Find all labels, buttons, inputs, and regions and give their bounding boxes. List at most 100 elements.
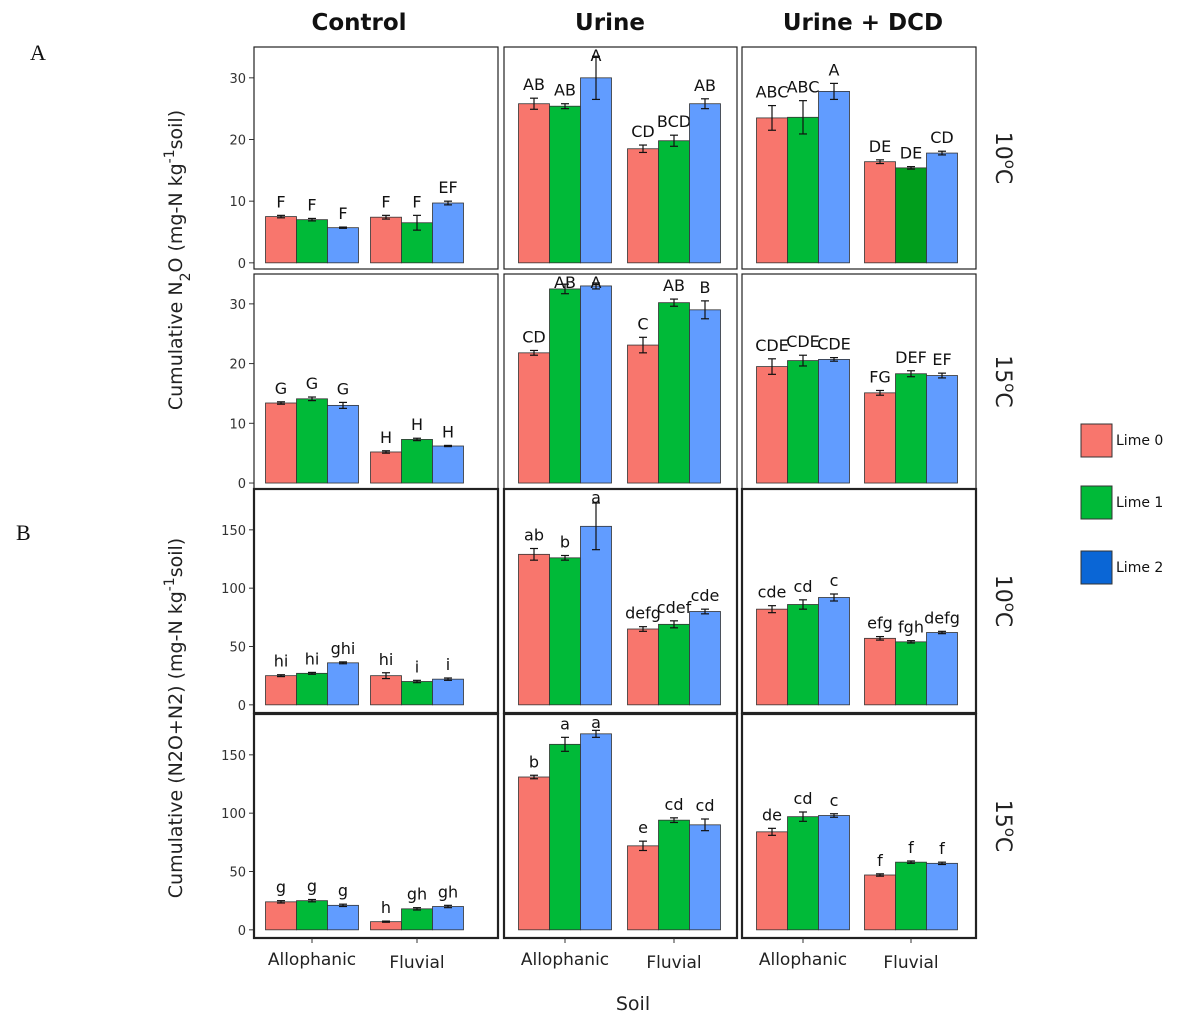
row-strip-number: 10 (990, 575, 1015, 603)
bar-b-r0-c2-g1-s2 (926, 632, 958, 706)
bar-a-r0-c0-g1-s0 (370, 216, 402, 264)
bar-a-r1-c1-g0-s0 (518, 352, 550, 484)
significance-label-a-r0-c1-g0-s1: AB (554, 81, 576, 100)
significance-label-a-r1-c0-g0-s0: G (275, 379, 287, 398)
bar-a-r0-c1-g1-s0 (627, 148, 659, 264)
x-category-label-c2-g0: Allophanic (759, 950, 847, 970)
significance-label-a-r1-c0-g1-s2: H (442, 422, 454, 441)
bar-b-r0-c0-g1-s2 (432, 678, 464, 706)
row-strip-number: 15 (990, 355, 1015, 383)
significance-label-a-r0-c1-g1-s2: AB (694, 76, 716, 95)
bar-a-r1-c2-g1-s0 (864, 392, 896, 484)
bar-a-r1-c0-g1-s0 (370, 451, 402, 484)
legend-label-2: Lime 2 (1116, 560, 1163, 576)
panel-frame-b-r1-c0 (252, 712, 500, 940)
bar-b-r1-c0-g1-s2 (432, 906, 464, 931)
bar-a-r0-c2-g0-s2 (818, 91, 850, 264)
bar-a-r1-c0-g1-s2 (432, 445, 464, 484)
bar-b-r1-c0-g1-s1 (401, 908, 433, 931)
significance-label-b-r0-c0-g0-s0: hi (274, 652, 289, 671)
bar-a-r1-c0-g0-s0 (265, 402, 297, 484)
significance-label-b-r0-c1-g1-s0: defg (625, 604, 661, 623)
bar-a-r1-c2-g0-s0 (756, 366, 788, 484)
bar-b-r0-c0-g0-s1 (296, 672, 328, 706)
significance-label-a-r0-c0-g0-s0: F (276, 192, 285, 211)
row-strip-label-a-0: 10oC (990, 132, 1019, 185)
bar-b-r1-c1-g1-s1 (658, 819, 690, 931)
bar-a-r1-c0-g1-s1 (401, 439, 433, 484)
bar-b-r1-c2-g0-s2 (818, 815, 850, 931)
y-tick-label-b-0-100: 100 (221, 582, 246, 597)
bar-a-r0-c0-g0-s2 (327, 227, 359, 264)
row-strip-number: 10 (990, 132, 1015, 160)
bar-a-r0-c2-g1-s1 (895, 167, 927, 264)
x-category-label-c0-g0: Allophanic (268, 950, 356, 970)
bar-b-r1-c1-g0-s1 (549, 743, 581, 931)
bar-a-r1-c1-g1-s2 (689, 309, 721, 484)
bar-a-r0-c2-g1-s0 (864, 161, 896, 264)
bar-b-r1-c2-g0-s1 (787, 816, 819, 931)
x-category-label-c2-g1: Fluvial (883, 953, 938, 973)
row-strip-b-0: 10oC (990, 575, 1019, 628)
y-axis-title-a: Cumulative N2O (mg-N kg-1soil) (162, 110, 194, 410)
y-tick-label-b-1-0: 0 (238, 924, 246, 939)
significance-label-b-r0-c0-g1-s0: hi (379, 650, 394, 669)
row-strip-b-1: 15oC (990, 800, 1019, 853)
significance-label-a-r0-c1-g0-s0: AB (523, 75, 545, 94)
column-title-urine-dcd: Urine + DCD (783, 10, 943, 36)
bar-b-r1-c1-g1-s0 (627, 845, 659, 931)
row-strip-unit: C (990, 169, 1015, 184)
svg-text:Cumulative N2O (mg-N kg-1soil): Cumulative N2O (mg-N kg-1soil) (162, 110, 194, 410)
bar-b-r1-c2-g1-s0 (864, 874, 896, 931)
y-tick-label-a-0-0: 0 (238, 257, 246, 272)
bar-b-r1-c0-g0-s1 (296, 900, 328, 931)
significance-label-a-r0-c1-g1-s1: BCD (657, 112, 691, 131)
significance-label-a-r0-c1-g0-s2: A (591, 46, 602, 65)
y-tick-label-a-0-10: 10 (229, 195, 246, 210)
bar-a-r0-c1-g0-s2 (580, 77, 612, 264)
significance-label-b-r1-c0-g1-s1: gh (407, 885, 427, 904)
x-axis-title: Soil (616, 993, 650, 1015)
significance-label-a-r0-c2-g1-s2: CD (930, 128, 954, 147)
significance-label-b-r1-c2-g1-s2: f (939, 839, 945, 858)
bar-b-r1-c1-g0-s2 (580, 733, 612, 931)
bar-b-r0-c1-g0-s2 (580, 525, 612, 706)
bar-a-r0-c1-g0-s0 (518, 103, 550, 264)
significance-label-b-r0-c1-g0-s1: b (560, 533, 570, 552)
row-strip-degree: o (1001, 383, 1019, 392)
bar-b-r1-c0-g0-s0 (265, 901, 297, 931)
significance-label-a-r0-c0-g0-s2: F (338, 204, 347, 223)
significance-label-b-r0-c2-g1-s2: defg (924, 608, 960, 627)
legend: Lime 0 Lime 1 Lime 2 (1080, 423, 1163, 585)
significance-label-a-r1-c0-g1-s0: H (380, 428, 392, 447)
y-tick-label-b-1-100: 100 (221, 807, 246, 822)
x-category-label-c1-g1: Fluvial (646, 953, 701, 973)
significance-label-b-r0-c1-g1-s2: cde (691, 586, 720, 605)
bar-a-r1-c1-g1-s1 (658, 302, 690, 484)
significance-label-a-r1-c1-g1-s0: C (637, 314, 648, 333)
column-title-urine: Urine (575, 10, 645, 36)
significance-label-b-r1-c1-g1-s2: cd (696, 796, 715, 815)
bar-a-r1-c2-g0-s2 (818, 359, 850, 484)
y-axis-title-b: Cumulative (N2O+N2) (mg-N kg-1soil) (162, 538, 187, 898)
y-tick-label-a-0-30: 30 (229, 72, 246, 87)
significance-label-b-r1-c1-g0-s2: a (591, 713, 601, 732)
bar-a-r0-c0-g1-s2 (432, 202, 464, 264)
figure-label-b: B (16, 520, 31, 545)
significance-label-b-r0-c2-g0-s2: c (830, 571, 839, 590)
bar-b-r1-c1-g0-s0 (518, 776, 550, 931)
significance-label-a-r1-c2-g0-s2: CDE (817, 335, 851, 354)
bar-a-r1-c0-g0-s2 (327, 404, 359, 484)
column-title-control: Control (311, 10, 406, 36)
significance-label-a-r0-c0-g1-s2: EF (438, 178, 457, 197)
bar-a-r0-c2-g1-s2 (926, 152, 958, 264)
row-strip-label-b-1: 15oC (990, 800, 1019, 853)
row-strip-degree: o (1001, 603, 1019, 612)
legend-swatch-1 (1080, 485, 1113, 520)
y-tick-label-a-1-30: 30 (229, 298, 246, 313)
x-category-label-c1-g0: Allophanic (521, 950, 609, 970)
significance-label-b-r1-c1-g0-s0: b (529, 752, 539, 771)
significance-label-b-r0-c0-g0-s1: hi (305, 649, 320, 668)
